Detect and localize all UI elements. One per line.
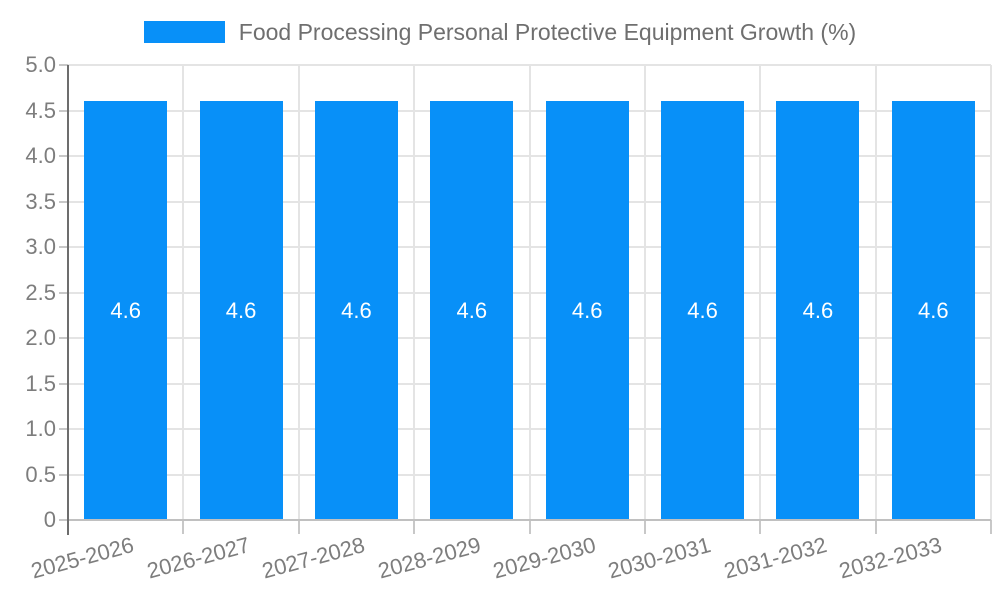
y-tick-label: 0: [43, 507, 56, 532]
bar: 4.6: [430, 101, 514, 520]
bar-value-label: 4.6: [110, 297, 141, 323]
y-tick-label: 4.0: [25, 143, 56, 168]
x-tick-label: 2031-2032: [721, 532, 830, 584]
x-tick-label: 2025-2026: [28, 532, 137, 584]
y-tick-label: 1.5: [25, 370, 56, 396]
x-axis-tick: [297, 520, 300, 534]
bar: 4.6: [545, 101, 629, 520]
gridline-vertical: [182, 65, 185, 520]
x-axis-line: [68, 519, 991, 521]
x-axis-tick: [990, 520, 992, 534]
legend-swatch-icon: [143, 21, 225, 43]
y-axis-tick: [59, 382, 68, 385]
y-axis-line: [67, 65, 69, 535]
bar-value-label: 4.6: [456, 297, 488, 323]
x-tick-label: 2026-2027: [144, 532, 253, 584]
y-tick-label: 1.0: [25, 416, 56, 441]
y-axis-tick: [59, 337, 68, 339]
y-axis-tick: [59, 109, 68, 112]
bar: 4.6: [776, 101, 860, 520]
x-axis-tick: [643, 520, 646, 534]
x-tick-label: 2027-2028: [259, 532, 368, 584]
y-axis-tick: [59, 155, 68, 157]
x-axis-tick: [874, 520, 877, 534]
y-tick-label: 3.0: [25, 234, 56, 259]
y-axis-tick: [59, 519, 68, 521]
bar-value-label: 4.6: [918, 297, 949, 323]
y-tick-label: 4.5: [25, 97, 56, 123]
gridline-vertical: [874, 65, 877, 520]
x-tick-label: 2028-2029: [374, 532, 484, 584]
y-axis-tick: [59, 246, 68, 248]
bar: 4.6: [314, 101, 398, 520]
y-tick-label: 5.0: [25, 52, 56, 77]
y-axis-tick: [59, 473, 68, 476]
x-axis-tick: [182, 520, 185, 534]
chart-legend[interactable]: Food Processing Personal Protective Equi…: [0, 14, 1000, 50]
x-axis-tick: [528, 520, 531, 534]
bar-value-label: 4.6: [341, 297, 372, 323]
x-axis-tick: [759, 520, 762, 534]
x-tick-label: 2030-2031: [605, 532, 714, 584]
gridline-vertical: [528, 65, 531, 520]
plot-area: 0 0.5 1.0 1.5 2.0 2.5 3.0 3.5 4.0 4.5 5.0 4.6 4.6 4.6…: [25, 54, 992, 583]
legend-label: Food Processing Personal Protective Equi…: [238, 18, 857, 45]
bar: 4.6: [84, 101, 168, 520]
y-axis-tick: [59, 291, 68, 294]
bar-value-label: 4.6: [687, 297, 718, 323]
bar-value-label: 4.6: [225, 297, 257, 323]
y-tick-label: 3.5: [25, 188, 56, 214]
y-tick-label: 2.0: [25, 325, 56, 350]
bar-value-label: 4.6: [571, 297, 603, 323]
x-tick-label: 2032-2033: [836, 532, 945, 584]
bar: 4.6: [891, 101, 975, 520]
gridline-vertical: [643, 65, 646, 520]
x-tick-label: 2029-2030: [490, 532, 599, 584]
bar: 4.6: [661, 101, 745, 520]
x-axis-tick: [413, 520, 416, 534]
y-axis-tick: [59, 200, 68, 203]
y-axis-tick: [59, 64, 68, 66]
gridline-vertical: [990, 65, 992, 520]
y-tick-label: 2.5: [25, 279, 56, 305]
gridline-vertical: [413, 65, 416, 520]
gridline-vertical: [759, 65, 762, 520]
y-tick-label: 0.5: [25, 461, 56, 487]
bar-value-label: 4.6: [802, 297, 834, 323]
bar: 4.6: [199, 101, 283, 520]
gridline-vertical: [297, 65, 300, 520]
y-axis-tick: [59, 428, 68, 430]
